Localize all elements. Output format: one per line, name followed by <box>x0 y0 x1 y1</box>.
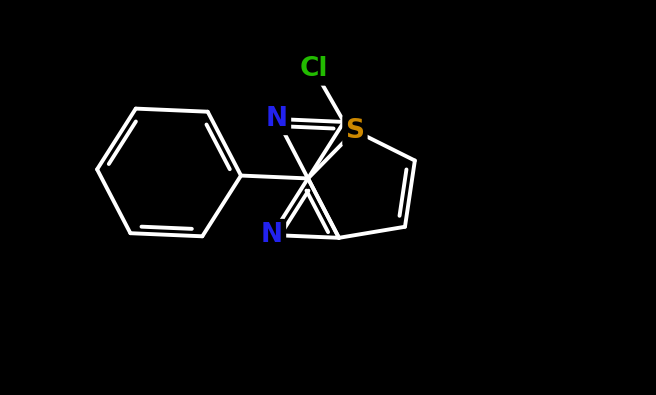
Text: N: N <box>261 222 283 248</box>
Text: S: S <box>346 118 365 144</box>
Text: Cl: Cl <box>300 56 328 83</box>
Text: N: N <box>266 106 288 132</box>
